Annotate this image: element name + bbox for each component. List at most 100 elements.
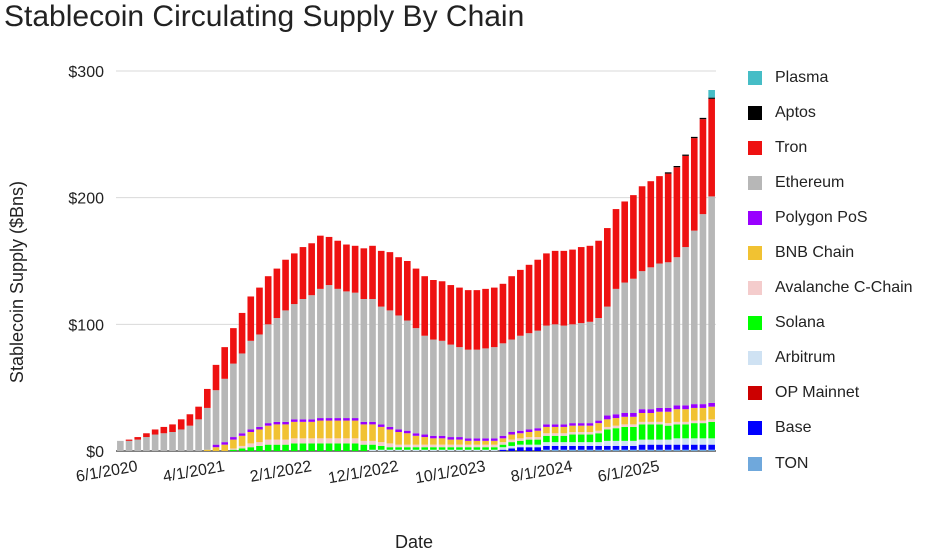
bar-segment-base <box>647 444 655 450</box>
bar-segment-bnb-chain <box>699 407 707 421</box>
bar-segment-tron <box>230 328 237 364</box>
legend-swatch <box>748 246 762 261</box>
bar-segment-bnb-chain <box>360 424 368 441</box>
bar-segment-ethereum <box>377 306 385 425</box>
bar-segment-ethereum <box>143 437 150 451</box>
bar-segment-ton <box>551 449 559 451</box>
bar-segment-base <box>560 445 568 450</box>
bar-segment-tron <box>273 268 281 318</box>
bar-segment-bnb-chain <box>204 449 211 451</box>
bar-segment-solana <box>438 447 446 450</box>
bar-segment-bnb-chain <box>212 447 220 451</box>
bar-segment-avalanche-c-chain <box>664 423 672 426</box>
bar-segment-tron <box>673 167 681 258</box>
bar-segment-solana <box>386 447 394 450</box>
bar-segment-avalanche-c-chain <box>595 430 602 434</box>
bar-segment-avalanche-c-chain <box>517 438 524 441</box>
bar-segment-ethereum <box>577 323 585 424</box>
bar-segment-tron <box>682 155 689 248</box>
bar-segment-bnb-chain <box>273 424 281 440</box>
bar-segment-arbitrum <box>464 449 472 451</box>
bar-segment-polygon-pos <box>673 405 681 410</box>
bar-segment-bnb-chain <box>343 420 350 439</box>
bar-segment-ethereum <box>151 434 159 451</box>
bar-segment-ethereum <box>682 247 689 406</box>
bar-segment-polygon-pos <box>377 424 385 427</box>
bar-segment-polygon-pos <box>412 433 420 436</box>
bar-segment-avalanche-c-chain <box>612 425 620 429</box>
bar-segment-solana <box>508 442 515 446</box>
bar-segment-tron <box>447 285 455 345</box>
bar-segment-avalanche-c-chain <box>490 444 498 448</box>
bar-segment-solana <box>673 424 681 439</box>
bar-segment-solana <box>404 447 411 450</box>
bar-segment-tron <box>690 138 698 231</box>
bar-segment-solana <box>630 426 637 441</box>
bar-segment-tron <box>638 186 646 272</box>
bar-segment-polygon-pos <box>604 415 611 420</box>
bar-segment-polygon-pos <box>482 438 489 441</box>
bar-segment-ton <box>586 449 594 451</box>
bar-segment-solana <box>317 443 324 451</box>
bar-segment-base <box>569 445 576 450</box>
bar-segment-ton <box>638 449 646 451</box>
bar-segment-polygon-pos <box>238 433 246 436</box>
bar-segment-bnb-chain <box>238 435 246 446</box>
bar-segment-solana <box>238 448 246 451</box>
bar-segment-polygon-pos <box>499 435 507 439</box>
bar-segment-avalanche-c-chain <box>656 421 663 425</box>
bar-segment-avalanche-c-chain <box>525 437 533 440</box>
bar-segment-tron <box>256 287 263 335</box>
bar-segment-solana <box>638 424 646 440</box>
bar-segment-ethereum <box>412 328 420 434</box>
bar-segment-ethereum <box>647 267 655 410</box>
legend-item: Aptos <box>748 95 940 130</box>
bar-segment-polygon-pos <box>638 409 646 413</box>
bar-segment-avalanche-c-chain <box>351 438 359 444</box>
bar-segment-tron <box>282 259 289 311</box>
bar-segment-solana <box>256 445 263 451</box>
bar-segment-base <box>525 447 533 451</box>
bar-segment-avalanche-c-chain <box>404 444 411 448</box>
legend-label: Avalanche C-Chain <box>775 279 913 297</box>
bar-segment-ethereum <box>508 339 515 432</box>
legend-item: BNB Chain <box>748 235 940 270</box>
bar-segment-bnb-chain <box>630 416 637 425</box>
bar-segment-polygon-pos <box>421 434 428 438</box>
bar-segment-solana <box>273 444 281 451</box>
bar-segment-avalanche-c-chain <box>673 421 681 425</box>
bar-segment-tron <box>177 419 185 430</box>
bar-segment-bnb-chain <box>490 440 498 445</box>
bar-segment-ethereum <box>351 292 359 419</box>
bar-segment-polygon-pos <box>299 419 307 422</box>
legend-swatch <box>748 105 762 120</box>
bar-segment-bnb-chain <box>682 409 689 422</box>
bar-segment-polygon-pos <box>360 421 368 425</box>
bar-segment-tron <box>656 176 663 264</box>
bar-segment-aptos <box>673 166 681 168</box>
bar-segment-tron <box>334 240 342 289</box>
bar-segment-bnb-chain <box>377 426 385 443</box>
bar-segment-ethereum <box>230 363 237 438</box>
bar-segment-bnb-chain <box>569 425 576 432</box>
bar-segment-arbitrum <box>447 449 455 451</box>
bar-segment-polygon-pos <box>664 407 672 412</box>
bar-segment-base <box>604 445 611 450</box>
y-tick-label: $0 <box>86 444 104 461</box>
bar-segment-avalanche-c-chain <box>699 420 707 424</box>
bar-segment-avalanche-c-chain <box>230 448 237 450</box>
bar-segment-bnb-chain <box>586 425 594 432</box>
bar-segment-solana <box>447 447 455 450</box>
bar-segment-ethereum <box>169 432 176 451</box>
legend-item: Arbitrum <box>748 341 940 376</box>
bar-segment-polygon-pos <box>334 418 342 421</box>
bar-segment-ethereum <box>708 196 715 403</box>
bar-segment-avalanche-c-chain <box>569 432 576 435</box>
bar-segment-bnb-chain <box>525 432 533 438</box>
bar-stacks <box>117 90 715 451</box>
legend-swatch <box>748 386 762 401</box>
bar-segment-bnb-chain <box>282 424 289 440</box>
bar-segment-ethereum <box>499 343 507 436</box>
bar-segment-avalanche-c-chain <box>238 445 246 449</box>
bar-segment-polygon-pos <box>508 432 515 435</box>
